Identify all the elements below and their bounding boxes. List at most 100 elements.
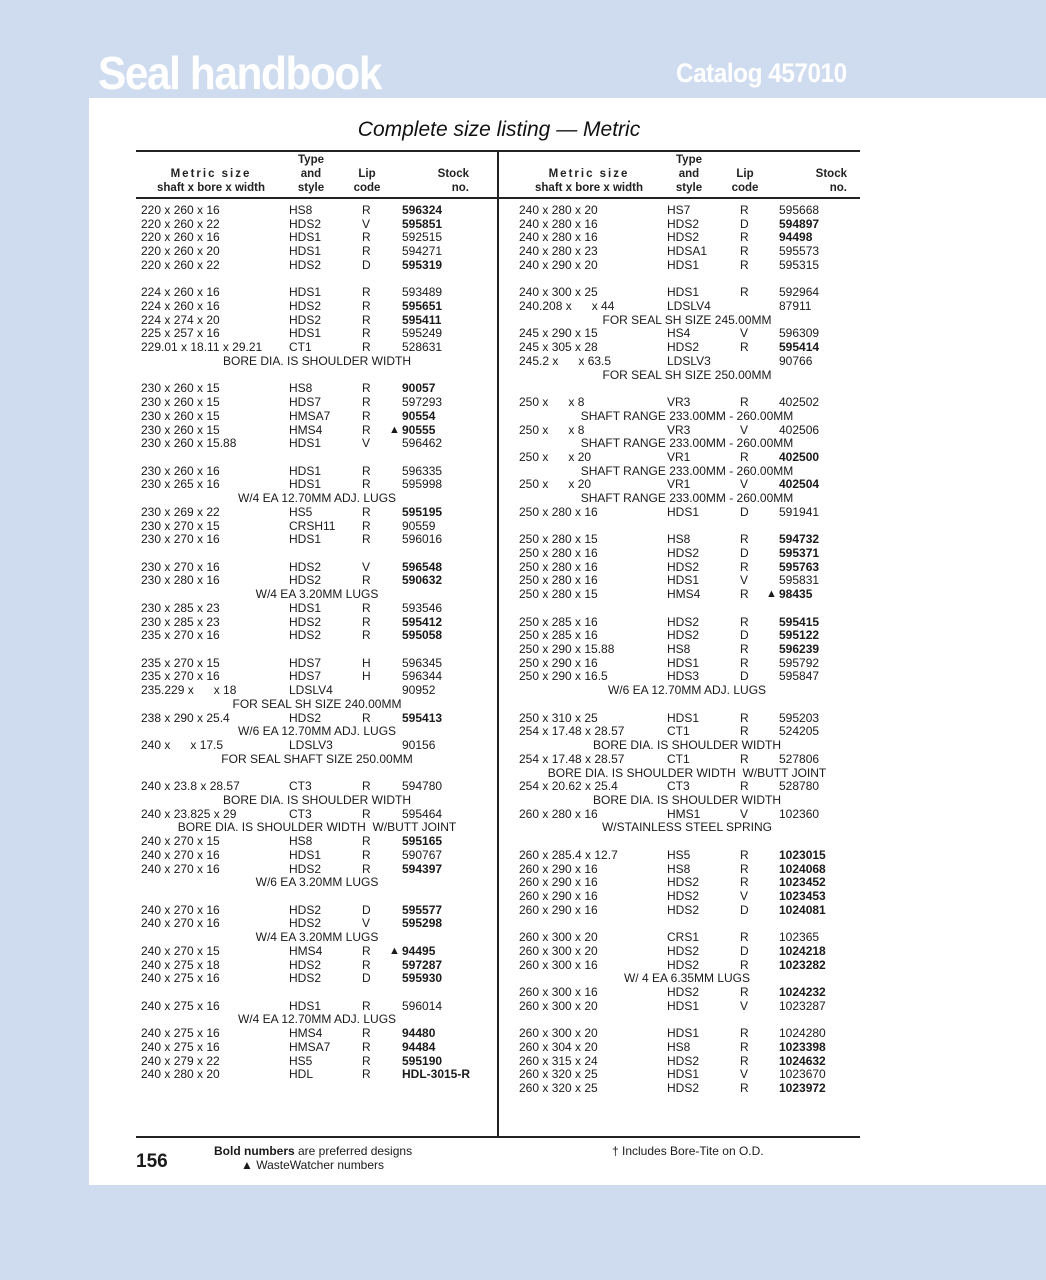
stock-number: 594397 [402, 861, 443, 876]
metric-size: 240 x 280 x 20 [141, 1067, 220, 1082]
type-style: HDS7 [289, 655, 322, 670]
stock-number: 402502 [779, 395, 820, 410]
metric-size: 224 x 260 x 16 [141, 285, 220, 300]
metric-size: 260 x 290 x 16 [519, 861, 598, 876]
metric-size: 250 x x 8 [519, 422, 585, 437]
table-row: 235.229 x x 18 LDSLV4 90952 [89, 683, 1046, 697]
left-header-type: Type and style [281, 153, 341, 195]
metric-size: 250 x 280 x 15 [519, 587, 598, 602]
table-row: 230 x 269 x 22 HS5 R 595195 [89, 505, 1046, 519]
stock-number: 90057 [402, 381, 436, 396]
type-style: HDS2 [667, 614, 700, 629]
metric-size: 238 x 290 x 25.4 [141, 710, 230, 725]
type-style: CRSH11 [289, 518, 336, 533]
lip-code: R [740, 861, 749, 876]
stock-number: 1024068 [779, 861, 826, 876]
metric-size: 250 x x 8 [519, 395, 585, 410]
stock-number: 1023452 [779, 875, 826, 890]
table-row: 250 x x 8 VR3 V 402506 [89, 423, 1046, 437]
metric-size: 240 x 275 x 18 [141, 957, 220, 972]
lip-code: R [362, 518, 371, 533]
stock-number: 595792 [779, 655, 820, 670]
metric-size: 220 x 260 x 20 [141, 244, 220, 259]
lip-code: R [362, 861, 371, 876]
type-style: HDS2 [289, 559, 322, 574]
stock-number: 595203 [779, 710, 820, 725]
row-note: W/6 EA 3.20MM LUGS [255, 875, 379, 890]
column-header-text: Stock [437, 168, 469, 180]
metric-size: 225 x 257 x 16 [141, 326, 220, 341]
metric-size: 240 x 270 x 16 [141, 916, 220, 931]
type-style: HDS1 [289, 230, 322, 245]
stock-number: 592964 [779, 285, 820, 300]
left-header-lip: Lip code [347, 153, 387, 195]
lip-code: R [362, 285, 371, 300]
wastewatcher-triangle-icon: ▲ [389, 944, 400, 957]
metric-size: 224 x 274 x 20 [141, 312, 220, 327]
row-note: FOR SEAL SH SIZE 245.00MM [602, 312, 772, 327]
lip-code: R [740, 587, 749, 602]
table-row: 250 x 280 x 16 HDS2 D 595371 [89, 546, 1046, 560]
type-style: HDS2 [289, 257, 322, 272]
lip-code: R [362, 847, 371, 862]
metric-size: 260 x 315 x 24 [519, 1053, 598, 1068]
type-style: HDS2 [289, 957, 322, 972]
type-style: HS5 [289, 504, 313, 519]
table-row: 240 x 23.8 x 28.57 CT3 R 594780 [89, 779, 1046, 793]
lip-code: R [362, 395, 371, 410]
metric-size: 230 x 285 x 23 [141, 614, 220, 629]
lip-code: D [740, 216, 749, 231]
table-row: 230 x 260 x 16 HDS1 R 596335 [89, 464, 1046, 478]
stock-number: 594271 [402, 244, 443, 259]
table-row: 240.208 x x 44 LDSLV4 87911 [89, 299, 1046, 313]
metric-size: 240 x 275 x 16 [141, 1026, 220, 1041]
table-row: 230 x 285 x 23 HDS1 R 593546 [89, 601, 1046, 615]
table-row: 235 x 270 x 15 HDS7 H 596345 [89, 656, 1046, 670]
table-row: 240 x 275 x 16 HDS2 D 595930 [89, 971, 1046, 985]
table-row: 220 x 260 x 16 HDS1 R 592515 [89, 230, 1046, 244]
table-row: 240 x 280 x 20 HS7 R 595668 [89, 203, 1046, 217]
column-header-text: and [300, 168, 322, 180]
lip-code: D [362, 257, 371, 272]
table-row: 250 x x 8 VR3 R 402502 [89, 395, 1046, 409]
lip-code: R [362, 312, 371, 327]
table-row: 250 x 280 x 15 HMS4 R ▲ 98435 [89, 587, 1046, 601]
lip-code: R [740, 532, 749, 547]
type-style: HS5 [667, 847, 691, 862]
lip-code: V [740, 326, 749, 341]
stock-number: 595668 [779, 203, 820, 217]
table-row: 220 x 260 x 16 HS8 R 596324 [89, 203, 1046, 217]
metric-size: 260 x 290 x 16 [519, 902, 598, 917]
lip-code: R [362, 1039, 371, 1054]
type-style: LDSLV3 [667, 353, 711, 368]
lip-code: R [362, 244, 371, 259]
stock-number: 90766 [779, 353, 813, 368]
brand-title: Seal handbook [98, 47, 382, 99]
lip-code: R [740, 395, 749, 410]
lip-code: D [362, 971, 371, 986]
type-style: HDS2 [667, 957, 700, 972]
table-row: 230 x 270 x 15 CRSH11 R 90559 [89, 519, 1046, 533]
stock-number: 1023398 [779, 1039, 826, 1054]
stock-number: 595851 [402, 216, 443, 231]
right-header-type: Type and style [659, 153, 719, 195]
table-row: 254 x 17.48 x 28.57 CT1 R 527806 [89, 752, 1046, 766]
type-style: HDS1 [667, 998, 700, 1013]
type-style: HDS1 [667, 710, 700, 725]
metric-size: 230 x 270 x 16 [141, 559, 220, 574]
table-row: 240 x 275 x 16 HMS4 R 94480 [89, 1026, 1046, 1040]
metric-size: 250 x 290 x 15.88 [519, 642, 615, 657]
metric-size: 260 x 285.4 x 12.7 [519, 847, 618, 862]
type-style: VR1 [667, 449, 691, 464]
stock-number: 1023287 [779, 998, 826, 1013]
type-style: HDS2 [667, 546, 700, 560]
lip-code: V [740, 806, 749, 821]
stock-number: 90952 [402, 683, 436, 698]
lip-code: R [362, 1067, 371, 1082]
stock-number: 593489 [402, 285, 443, 300]
lip-code: R [362, 957, 371, 972]
type-style: HDS1 [289, 436, 322, 451]
page: Complete size listing — Metric 156 Bold … [89, 98, 1046, 1185]
column-header-text: Metric size [548, 168, 630, 180]
stock-number: 595930 [402, 971, 443, 986]
